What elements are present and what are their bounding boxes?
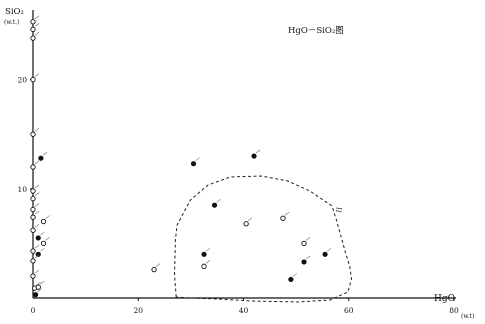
open-point xyxy=(30,227,36,233)
point-label-tag xyxy=(36,281,41,286)
open-point xyxy=(40,218,47,225)
x-tick-label: 80 xyxy=(449,306,459,315)
point-label-tag xyxy=(34,73,40,77)
point-label-tag xyxy=(45,237,50,241)
filled-point xyxy=(301,259,307,265)
x-tick-label: 20 xyxy=(133,306,143,315)
filled-point xyxy=(322,251,328,257)
x-tick-label: 40 xyxy=(239,306,249,315)
open-point xyxy=(30,273,36,279)
point-label-tag xyxy=(40,280,45,285)
filled-point xyxy=(35,235,41,241)
chart-title: HgO－SiO₂图 xyxy=(288,26,344,36)
open-point xyxy=(30,258,36,264)
point-label-tag xyxy=(255,149,261,154)
x-axis-unit: (w.t) xyxy=(461,313,474,320)
point-label-tag xyxy=(305,237,311,241)
y-tick-label: 10 xyxy=(17,185,27,194)
filled-point xyxy=(201,251,207,257)
point-label-tag xyxy=(34,192,40,196)
open-point xyxy=(30,206,36,213)
point-label-tag xyxy=(40,231,45,236)
point-label-tag xyxy=(34,224,40,228)
y-tick-label: 20 xyxy=(17,76,27,85)
point-label-tag xyxy=(40,248,45,252)
point-label-tag xyxy=(205,248,211,252)
point-label-tag xyxy=(34,160,40,165)
y-axis-unit: (w.t.) xyxy=(4,19,19,26)
point-label-tag xyxy=(34,31,40,36)
point-label-tag xyxy=(305,255,311,260)
open-point xyxy=(30,164,36,170)
point-labels xyxy=(34,15,332,292)
field-boundary xyxy=(173,175,353,303)
open-point xyxy=(30,131,36,137)
open-point xyxy=(30,214,36,220)
point-label-tag xyxy=(34,23,40,27)
x-axis-label: HgO xyxy=(434,294,455,304)
point-label-tag xyxy=(155,263,161,267)
axes xyxy=(30,10,456,301)
point-label-tag xyxy=(37,288,42,292)
open-point xyxy=(30,19,36,25)
point-label-tag xyxy=(326,248,332,252)
point-label-tag xyxy=(34,244,40,249)
tick-labels: 0 20 40 60 80 10 20 xyxy=(17,76,459,315)
point-label-tag xyxy=(247,217,253,221)
filled-point xyxy=(33,292,39,298)
filled-point xyxy=(211,202,218,208)
field-label: II xyxy=(335,206,344,213)
filled-point xyxy=(38,155,44,161)
open-point xyxy=(243,221,249,227)
y-axis-label: SiO₂ xyxy=(5,7,24,17)
open-point xyxy=(30,35,36,41)
x-tick-label: 60 xyxy=(344,306,354,315)
open-point xyxy=(30,26,36,33)
open-point xyxy=(280,215,286,221)
point-label-tag xyxy=(34,203,40,207)
open-point xyxy=(40,240,47,247)
open-point xyxy=(30,76,36,83)
open-point xyxy=(35,284,41,290)
x-tick-label: 0 xyxy=(31,306,36,315)
point-label-tag xyxy=(34,269,40,274)
point-label-tag xyxy=(34,15,40,19)
point-label-tag xyxy=(45,215,50,219)
point-label-tag xyxy=(34,210,40,215)
data-points xyxy=(30,19,328,298)
filled-point xyxy=(251,153,257,159)
point-label-tag xyxy=(205,260,211,264)
open-point xyxy=(30,248,36,254)
point-label-tag xyxy=(292,273,298,277)
open-point xyxy=(201,263,207,269)
open-point xyxy=(30,195,36,202)
point-label-tag xyxy=(195,157,200,161)
filled-point xyxy=(190,161,197,167)
point-label-tag xyxy=(34,254,40,259)
open-point xyxy=(301,240,307,247)
filled-point xyxy=(35,251,41,257)
point-label-tag xyxy=(42,151,48,156)
open-point xyxy=(151,266,157,273)
point-label-tag xyxy=(216,198,221,203)
open-point xyxy=(30,188,36,194)
filled-point xyxy=(288,276,294,283)
point-label-tag xyxy=(34,127,40,132)
point-label-tag xyxy=(34,184,40,189)
point-label-tag xyxy=(284,212,290,216)
